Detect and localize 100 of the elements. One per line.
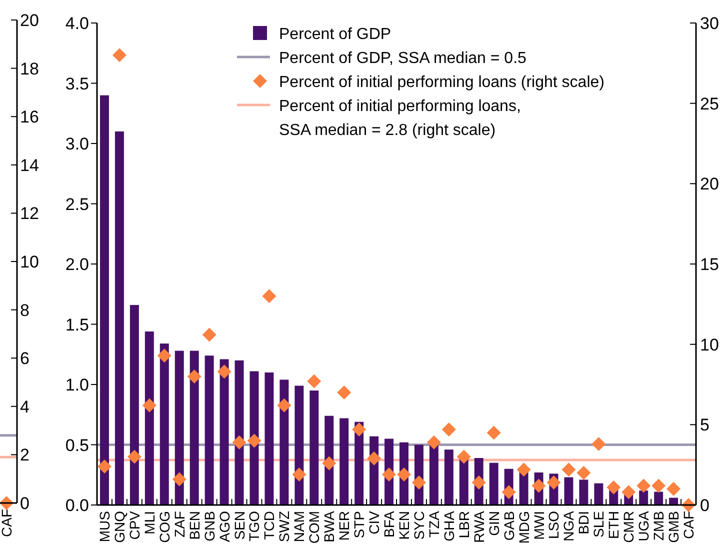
- bar: [310, 390, 319, 505]
- y-tick-label: 0.5: [65, 436, 89, 455]
- bar: [174, 350, 184, 505]
- x-tick-label: CAF: [0, 509, 14, 537]
- x-tick-label: CIV: [366, 510, 382, 534]
- bar: [444, 450, 454, 505]
- point: [456, 450, 471, 464]
- y-tick-label: 2: [20, 446, 30, 465]
- y-tick-label: 10: [20, 252, 39, 272]
- point: [337, 386, 352, 400]
- bar: [489, 462, 498, 505]
- bar: [429, 444, 438, 505]
- point: [112, 48, 126, 62]
- x-tick-label: CPV: [126, 510, 142, 540]
- y-tick-label: 12: [20, 204, 39, 224]
- point: [442, 422, 456, 436]
- x-tick-label: SWZ: [276, 510, 292, 542]
- point: [592, 436, 606, 451]
- x-tick-label: COM: [306, 511, 322, 544]
- point: [142, 398, 156, 412]
- x-tick-label: GAB: [500, 511, 517, 541]
- x-tick-label: ETH: [606, 511, 622, 539]
- point: [412, 476, 426, 490]
- x-tick-label: TCD: [261, 511, 278, 540]
- bar: [190, 350, 199, 505]
- x-tick-label: UGA: [636, 510, 652, 542]
- bar: [234, 360, 244, 505]
- point: [367, 451, 382, 466]
- x-tick-label: SLE: [590, 511, 607, 538]
- point: [127, 450, 142, 464]
- point: [502, 485, 516, 500]
- y-tick-label: 14: [20, 156, 39, 175]
- bar: [564, 477, 574, 505]
- point: [322, 456, 336, 470]
- point: [546, 476, 561, 490]
- y-tick-label: 18: [20, 59, 39, 78]
- x-tick-label: GNB: [201, 511, 218, 542]
- y-tick-label: 6: [20, 349, 30, 368]
- x-tick-label: GIN: [486, 511, 502, 536]
- point: [157, 348, 172, 363]
- x-tick-label: ZMB: [650, 511, 667, 541]
- bar: [220, 359, 229, 505]
- x-tick-label: BFA: [381, 510, 398, 538]
- x-tick-label: NAM: [291, 511, 308, 542]
- point: [382, 467, 396, 482]
- point: [516, 462, 531, 477]
- point: [292, 467, 306, 482]
- x-tick-label: SYC: [410, 511, 427, 540]
- bar: [100, 95, 109, 505]
- point: [262, 289, 276, 304]
- x-tick-label: BDI: [576, 511, 592, 534]
- point: [307, 374, 322, 388]
- y-tick-label: 1.5: [65, 315, 89, 334]
- x-tick-label: LSO: [546, 510, 562, 540]
- point: [622, 485, 636, 500]
- y2-tick-label: 25: [700, 94, 719, 114]
- point: [202, 328, 216, 342]
- y-tick-label: 2.5: [65, 194, 89, 214]
- bar: [280, 380, 289, 505]
- y-tick-label: 3.5: [65, 74, 89, 94]
- x-tick-label: AGO: [216, 510, 232, 542]
- point: [217, 364, 232, 379]
- x-tick-label: RWA: [470, 510, 487, 543]
- bar: [130, 304, 139, 505]
- x-tick-label: CAF: [680, 511, 697, 539]
- point: [562, 462, 576, 477]
- y2-tick-label: 20: [700, 174, 719, 194]
- x-tick-label: ZAF: [171, 511, 188, 538]
- bar: [654, 492, 664, 505]
- bar: [669, 498, 678, 505]
- point: [532, 478, 546, 493]
- point: [652, 478, 666, 493]
- point: [426, 435, 441, 450]
- x-tick-label: MUS: [96, 511, 112, 542]
- bar: [579, 480, 588, 505]
- point: [232, 435, 246, 450]
- x-tick-label: MLI: [141, 511, 158, 534]
- point: [472, 476, 486, 490]
- x-tick-label: SEN: [231, 511, 248, 540]
- x-tick-label: STP: [351, 511, 368, 538]
- bar: [639, 490, 648, 505]
- y2-tick-label: 30: [700, 14, 719, 33]
- x-tick-label: MDG: [516, 511, 532, 544]
- bar: [250, 371, 259, 505]
- point: [352, 422, 366, 436]
- x-tick-label: LBR: [456, 511, 472, 538]
- y-tick-label: 16: [20, 108, 39, 127]
- y-tick-label: 0: [20, 494, 30, 513]
- x-tick-label: GHA: [440, 510, 457, 542]
- bar: [340, 418, 349, 505]
- point: [486, 426, 501, 440]
- y2-tick-label: 10: [700, 335, 719, 354]
- point: [247, 434, 262, 448]
- point: [606, 480, 621, 494]
- y-tick-label: 0.0: [65, 496, 89, 515]
- legend-label: Percent of initial performing loans (right scale): [279, 74, 604, 91]
- x-tick-label: MWI: [530, 511, 547, 540]
- x-tick-label: NER: [336, 511, 352, 541]
- legend-label: Percent of GDP, SSA median = 0.5: [279, 50, 527, 67]
- y-tick-label: 8: [20, 300, 30, 320]
